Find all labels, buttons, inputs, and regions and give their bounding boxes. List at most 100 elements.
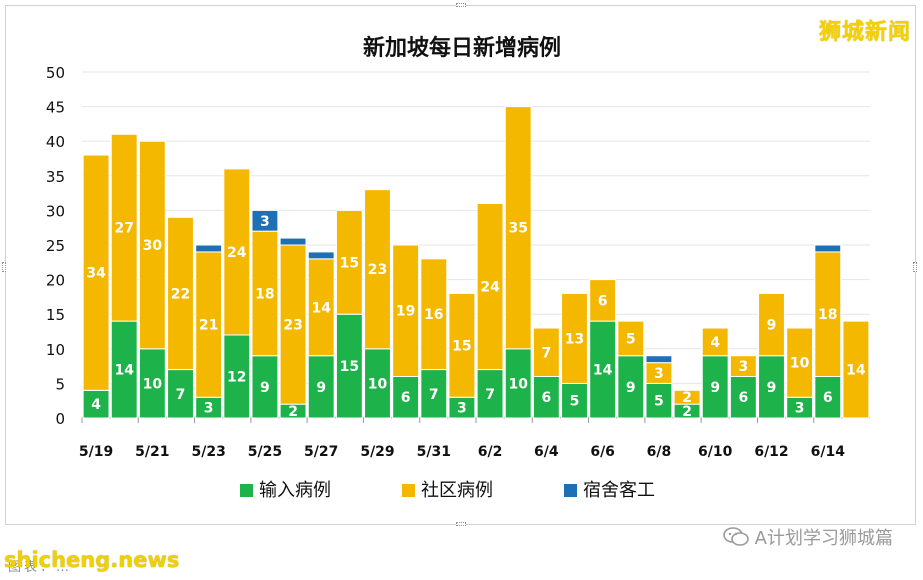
data-label: 21: [199, 318, 218, 334]
x-tick-label: 5/19: [79, 444, 113, 460]
bar-segment: [532, 327, 560, 377]
bar-segment: [307, 258, 335, 357]
bar-segment: [561, 292, 588, 384]
data-label: 7: [176, 387, 186, 403]
x-tick-label: 5/25: [248, 444, 282, 460]
bar-segment: [758, 355, 785, 419]
data-label: 5: [654, 394, 664, 410]
legend-swatch: [402, 484, 415, 497]
bar-segment: [82, 389, 110, 419]
wechat-icon: [722, 526, 749, 548]
bar-segment: [167, 369, 194, 419]
y-tick-label: 25: [46, 237, 65, 255]
data-label: 7: [429, 387, 439, 403]
y-tick-label: 50: [46, 64, 65, 82]
bar-segment: [279, 237, 307, 246]
bar-segment: [335, 209, 363, 315]
data-label: 10: [508, 376, 528, 392]
y-tick-label: 20: [46, 272, 65, 290]
bar-segment: [617, 355, 645, 419]
bar-segment: [814, 244, 842, 253]
y-tick-label: 45: [46, 99, 65, 117]
y-tick-label: 35: [46, 168, 65, 186]
bar-segment: [195, 244, 223, 253]
y-tick-label: 5: [55, 375, 65, 393]
resize-handle-top[interactable]: [456, 3, 466, 7]
bar-segment: [758, 292, 785, 357]
x-tick-label: 6/6: [590, 444, 615, 460]
data-label: 14: [114, 363, 134, 379]
data-label: 15: [340, 359, 359, 375]
data-label: 6: [598, 293, 608, 309]
data-label: 23: [283, 318, 302, 334]
data-label: 2: [682, 390, 692, 406]
data-label: 3: [654, 366, 664, 382]
chart-title: 新加坡每日新增病例: [363, 35, 561, 61]
data-label: 9: [260, 380, 270, 396]
legend-label: 输入病例: [259, 480, 331, 501]
caption: 图表：…: [8, 560, 73, 575]
wechat-credit: A计划学习狮城篇: [722, 524, 893, 550]
site-watermark: shicheng.news: [4, 548, 180, 572]
bar-segment: [814, 251, 842, 377]
bar-segment: [589, 279, 617, 322]
y-tick-label: 10: [46, 341, 65, 359]
x-tick-label: 5/29: [360, 444, 394, 460]
legend-label: 社区病例: [421, 480, 493, 501]
data-label: 15: [340, 255, 359, 271]
resize-handle-right[interactable]: [913, 262, 917, 272]
data-label: 35: [508, 221, 527, 237]
data-label: 4: [710, 335, 720, 351]
bar-segment: [617, 320, 645, 357]
bar-segment: [364, 189, 391, 350]
data-label: 16: [424, 307, 443, 323]
bar-segment: [476, 369, 504, 419]
bar-segment: [532, 375, 560, 419]
data-label: 6: [541, 390, 551, 406]
x-tick-label: 6/4: [534, 444, 559, 460]
bar-segment: [420, 258, 448, 371]
data-label: 2: [682, 404, 692, 420]
data-label: 2: [288, 404, 298, 420]
data-label: 3: [260, 214, 270, 230]
bar-segment: [223, 168, 251, 336]
resize-handle-bottom[interactable]: [456, 522, 466, 526]
data-label: 23: [368, 262, 387, 278]
data-label: 14: [593, 363, 613, 379]
bar-segment: [335, 313, 363, 419]
data-label: 34: [86, 266, 106, 282]
y-tick-label: 0: [55, 410, 65, 428]
resize-handle-left[interactable]: [2, 262, 6, 272]
data-label: 27: [114, 221, 133, 237]
bar-segment: [195, 251, 223, 398]
stacked-bar-chart: 新加坡每日新增病例051015202530354045504345/191427…: [46, 35, 870, 501]
x-tick-label: 6/14: [811, 444, 846, 460]
data-label: 10: [790, 356, 810, 372]
x-tick-label: 6/2: [478, 444, 503, 460]
bar-segment: [476, 202, 504, 371]
bar-segment: [110, 133, 138, 322]
data-label: 19: [396, 304, 415, 320]
data-label: 22: [171, 286, 190, 302]
bar-segment: [673, 389, 701, 405]
data-label: 14: [311, 300, 331, 316]
bar-segment: [729, 375, 757, 419]
data-label: 13: [565, 331, 584, 347]
x-tick-label: 5/27: [304, 444, 338, 460]
bar-segment: [251, 230, 279, 357]
data-label: 7: [485, 387, 495, 403]
bar-segment: [392, 244, 420, 377]
data-label: 24: [227, 245, 247, 261]
bar-segment: [251, 355, 279, 419]
data-label: 3: [795, 401, 805, 417]
data-label: 10: [143, 376, 163, 392]
data-label: 30: [143, 238, 163, 254]
x-tick-label: 5/23: [191, 444, 225, 460]
bar-segment: [448, 292, 476, 398]
data-label: 6: [738, 390, 748, 406]
x-tick-label: 6/12: [754, 444, 788, 460]
bar-segment: [645, 355, 673, 364]
bar-segment: [223, 334, 251, 419]
x-tick-label: 6/8: [647, 444, 672, 460]
bar-segment: [364, 348, 391, 419]
